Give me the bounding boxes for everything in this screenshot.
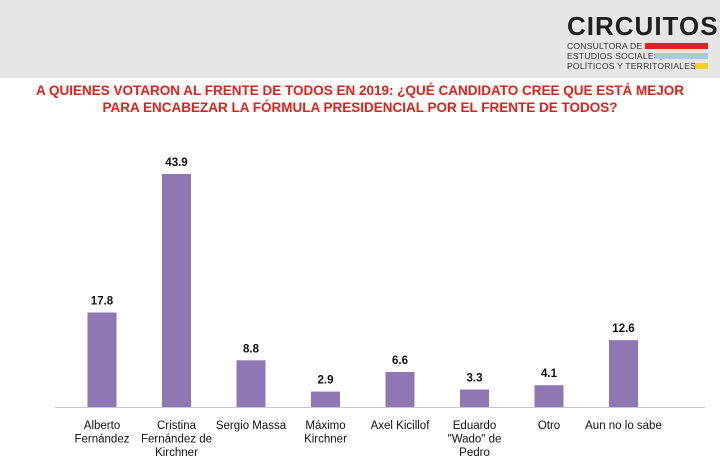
value-label-4: 6.6 (392, 355, 408, 367)
value-label-5: 3.3 (467, 372, 483, 384)
logo-line-3: POLÍTICOS Y TERRITORIALES (567, 61, 697, 71)
category-label-6: Otro (538, 420, 560, 432)
category-label-5: Eduardo "Wado" de Pedro (448, 420, 502, 459)
logo-blue-bar (655, 53, 708, 59)
bar-3 (311, 391, 340, 407)
header-band (0, 0, 720, 78)
value-label-1: 43.9 (165, 157, 187, 169)
category-label-4: Axel Kicillof (371, 420, 431, 432)
value-label-3: 2.9 (318, 375, 334, 387)
bar-4 (385, 371, 415, 407)
circuitos-logo: CIRCUITOS CONSULTORA DE ESTUDIOS SOCIALE… (567, 13, 718, 73)
bar-1 (162, 174, 191, 407)
chart-title-line-1: A QUIENES VOTARON AL FRENTE DE TODOS EN … (35, 83, 685, 98)
value-label-0: 17.8 (91, 296, 114, 308)
logo-line-1: CONSULTORA DE (567, 41, 643, 51)
bar-7 (609, 340, 638, 407)
bar-0 (87, 312, 117, 407)
category-label-2: Sergio Massa (216, 420, 287, 432)
bar-2 (236, 360, 266, 407)
bars-group (87, 174, 638, 407)
bar-5 (460, 389, 489, 407)
labels-group: 17.8 Alberto Fernández 43.9 Cristina Fernánde… (75, 157, 662, 459)
category-label-3: Máximo Kirchner (304, 420, 347, 446)
bar-6 (534, 385, 564, 407)
logo-red-bar (645, 43, 708, 49)
logo-title: CIRCUITOS (567, 11, 719, 41)
chart-title: A QUIENES VOTARON AL FRENTE DE TODOS EN … (0, 82, 720, 116)
value-label-7: 12.6 (612, 323, 634, 335)
value-label-6: 4.1 (541, 368, 558, 380)
value-label-2: 8.8 (243, 343, 260, 355)
category-label-1: Cristina Fernández de Kirchner (141, 420, 212, 459)
logo-line-2: ESTUDIOS SOCIALES, (567, 51, 663, 61)
logo-yellow-bar (695, 63, 708, 69)
chart-title-line-2: PARA ENCABEZAR LA FÓRMULA PRESIDENCIAL P… (102, 100, 618, 115)
category-label-7: Aun no lo sabe (585, 420, 662, 432)
category-label-0: Alberto Fernández (75, 420, 130, 446)
